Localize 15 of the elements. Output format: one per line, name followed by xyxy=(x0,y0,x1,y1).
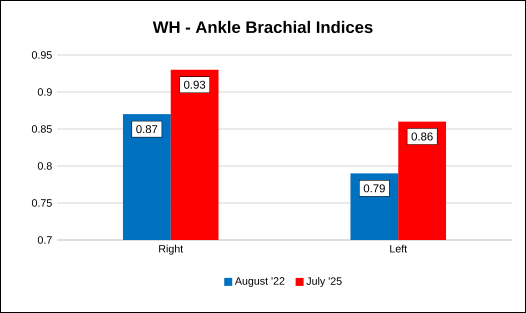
data-label: 0.93 xyxy=(184,80,206,89)
y-tick-label: 0.9 xyxy=(38,88,52,96)
x-tick-label: Left xyxy=(390,244,408,253)
y-tick-label: 0.95 xyxy=(32,51,52,59)
data-label: 0.79 xyxy=(364,184,385,192)
y-tick-label: 0.75 xyxy=(32,199,52,207)
x-tick-label: Right xyxy=(159,244,184,255)
legend-label: July '25 xyxy=(306,277,342,287)
legend-label: August '22 xyxy=(234,277,284,287)
y-tick-label: 0.7 xyxy=(38,236,52,244)
y-tick-label: 0.8 xyxy=(38,162,52,170)
y-tick-label: 0.85 xyxy=(32,125,52,133)
data-label: 0.87 xyxy=(136,125,158,134)
chart-title: WH - Ankle Brachial Indices xyxy=(152,20,373,34)
data-label: 0.86 xyxy=(412,132,433,141)
